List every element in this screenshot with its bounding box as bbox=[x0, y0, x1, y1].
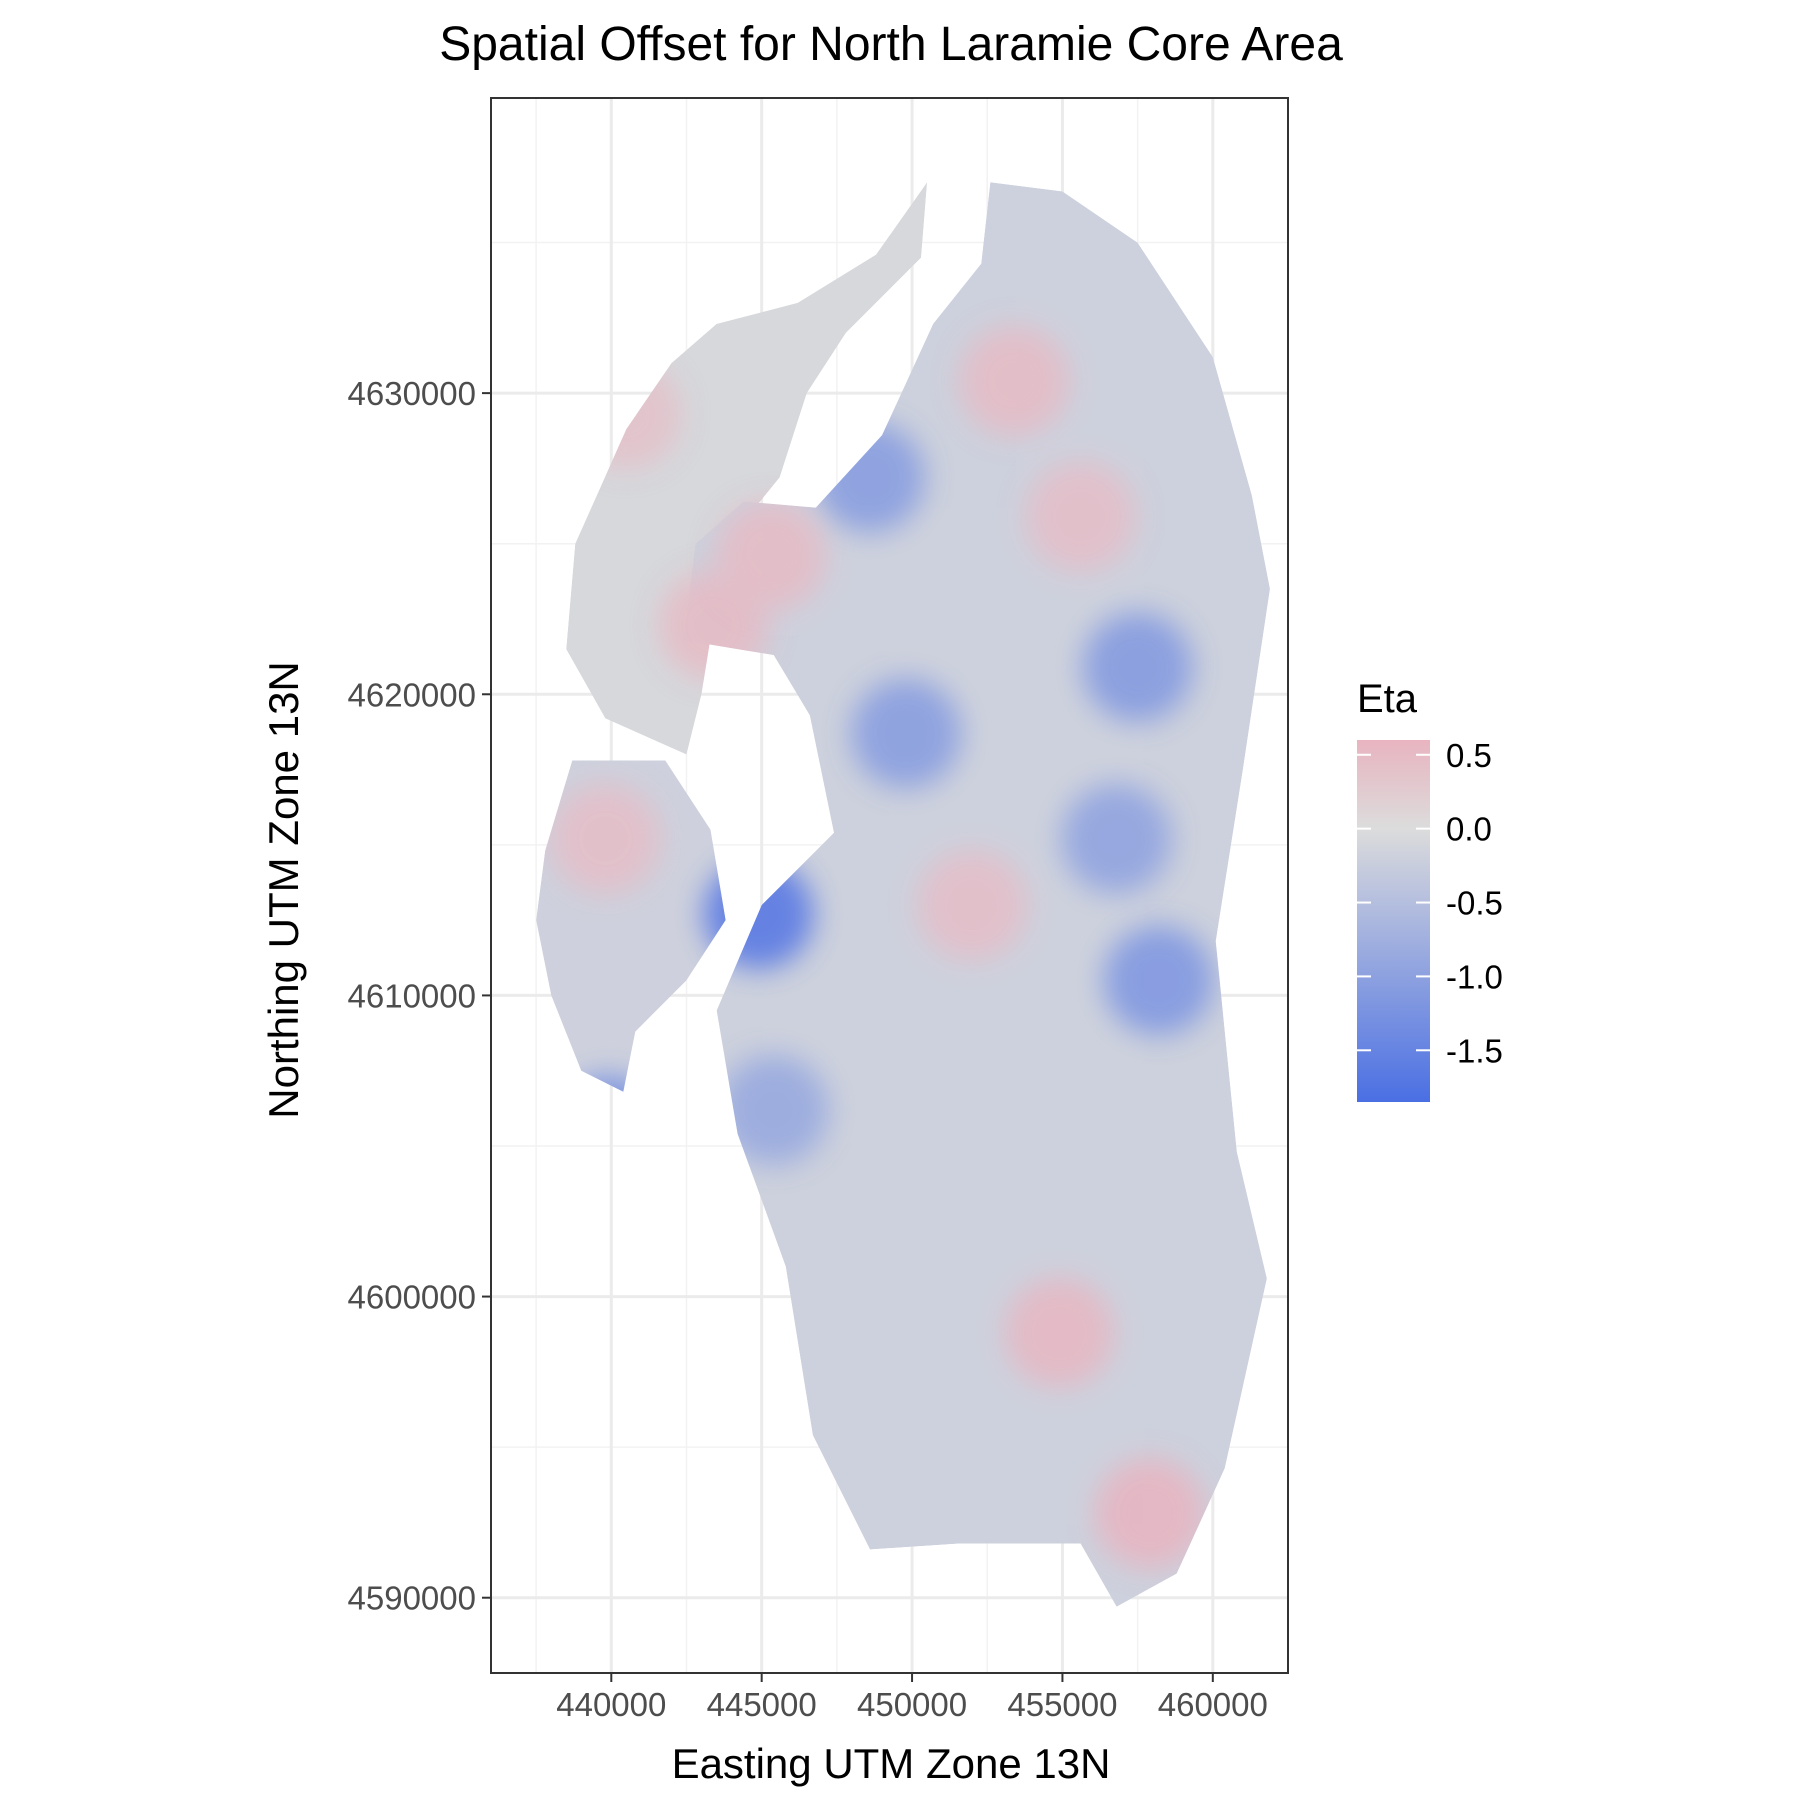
plot-panel bbox=[490, 97, 1289, 1674]
eta-anomaly bbox=[1103, 925, 1214, 1036]
plot-border bbox=[490, 97, 1289, 1674]
eta-anomaly bbox=[1061, 783, 1172, 894]
eta-anomaly bbox=[715, 500, 826, 611]
x-tick-label: 445000 bbox=[707, 1686, 817, 1723]
y-tick-label: 4590000 bbox=[348, 1580, 476, 1617]
legend-title: Eta bbox=[1357, 677, 1418, 721]
legend-ticks: 0.5 0.0 -0.5 -1.0 -1.5 bbox=[1357, 737, 1503, 1069]
legend-label: -1.5 bbox=[1446, 1032, 1503, 1069]
eta-anomaly bbox=[959, 326, 1070, 437]
y-tick-label: 4610000 bbox=[348, 977, 476, 1014]
y-axis-title: Northing UTM Zone 13N bbox=[260, 661, 307, 1119]
eta-anomaly bbox=[1004, 1277, 1115, 1388]
eta-anomaly bbox=[1094, 1458, 1205, 1569]
raster-regions bbox=[536, 182, 1270, 1607]
eta-anomaly bbox=[851, 678, 962, 789]
y-tick-label: 4630000 bbox=[348, 375, 476, 412]
legend-colorbar bbox=[1357, 740, 1430, 1102]
chart-title: Spatial Offset for North Laramie Core Ar… bbox=[439, 18, 1343, 71]
x-tick-label: 440000 bbox=[556, 1686, 666, 1723]
eta-anomaly bbox=[1025, 461, 1136, 572]
legend: Eta 0.5 0.0 -0.5 -1.0 -1.5 bbox=[1357, 677, 1503, 1102]
eta-anomaly bbox=[718, 1054, 829, 1165]
legend-label: 0.5 bbox=[1446, 737, 1492, 774]
y-tick-label: 4620000 bbox=[348, 676, 476, 713]
legend-label: 0.0 bbox=[1446, 811, 1492, 848]
x-axis: 440000 445000 450000 455000 460000 bbox=[556, 1673, 1268, 1723]
x-axis-title: Easting UTM Zone 13N bbox=[672, 1740, 1111, 1787]
y-tick-label: 4600000 bbox=[348, 1279, 476, 1316]
legend-label: -1.0 bbox=[1446, 958, 1503, 995]
legend-label: -0.5 bbox=[1446, 885, 1503, 922]
region-fill bbox=[566, 182, 928, 755]
x-tick-label: 450000 bbox=[857, 1686, 967, 1723]
x-tick-label: 455000 bbox=[1007, 1686, 1117, 1723]
region-main-body bbox=[683, 182, 1270, 1607]
eta-anomaly bbox=[550, 783, 661, 894]
x-tick-label: 460000 bbox=[1158, 1686, 1268, 1723]
eta-anomaly bbox=[917, 850, 1028, 961]
y-axis: 4590000 4600000 4610000 4620000 4630000 bbox=[348, 375, 491, 1617]
region-west-strip bbox=[536, 760, 726, 1092]
eta-anomaly bbox=[1082, 612, 1193, 723]
